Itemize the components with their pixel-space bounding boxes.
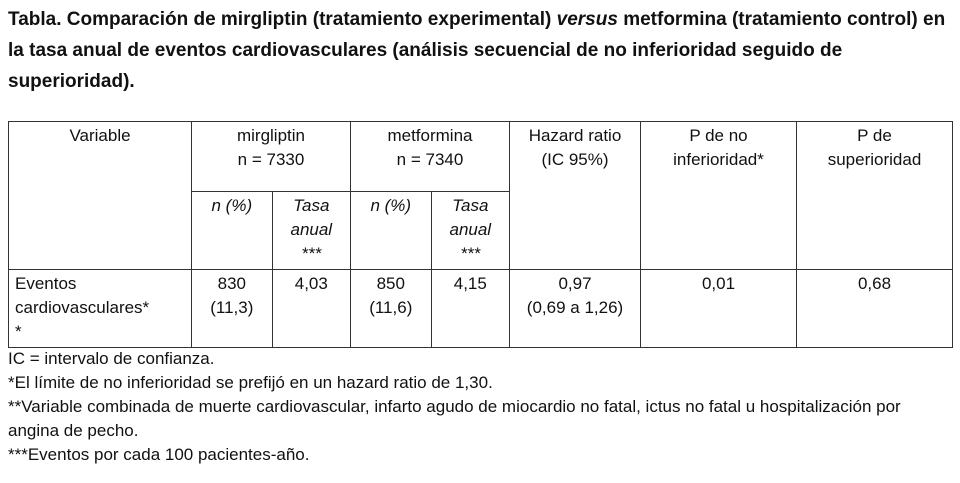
header-p-no-inferioridad-line1: P de no: [689, 126, 748, 145]
title-part-3: metformina (tratamiento control) en la t…: [8, 9, 946, 92]
cell-hazard-ratio-value: 0,97: [558, 274, 592, 293]
cell-metformina-n-value: 850: [376, 274, 405, 293]
cell-variable-line2: cardiovasculares*: [15, 298, 150, 317]
header-p-superioridad-line1: P de: [857, 126, 892, 145]
cell-hazard-ratio-ci: (0,69 a 1,26): [526, 298, 624, 317]
subheader-metformina-n: n (%): [349, 191, 432, 270]
header-p-no-inferioridad-line2: inferioridad*: [673, 150, 764, 169]
header-mirgliptin-n: n = 7330: [237, 150, 305, 169]
subheader-metformina-tasa: Tasa anual ***: [430, 191, 511, 270]
header-metformina-name: metformina: [387, 126, 473, 145]
cell-variable: Eventos cardiovasculares* *: [8, 269, 192, 348]
header-hazard-ratio-line1: Hazard ratio: [528, 126, 622, 145]
table-title: Tabla. Comparación de mirgliptin (tratam…: [8, 4, 953, 97]
header-hazard-ratio-line2: (IC 95%): [541, 150, 609, 169]
subheader-tasa-line1: Tasa: [452, 196, 489, 215]
title-versus: versus: [556, 9, 618, 30]
header-p-superioridad-line2: superioridad: [827, 150, 922, 169]
cell-p-superioridad: 0,68: [796, 269, 953, 348]
header-row: Variable mirgliptin n = 7330 metformina …: [8, 121, 953, 270]
header-metformina: metformina n = 7340: [349, 121, 511, 192]
cell-variable-line3: *: [15, 322, 22, 341]
subheader-row: n (%) Tasa anual *** n (%) Tasa anual **…: [9, 191, 953, 270]
subheader-tasa-line2: anual: [449, 220, 492, 239]
header-metformina-n: n = 7340: [396, 150, 464, 169]
cell-variable-line1: Eventos: [15, 274, 77, 293]
cell-metformina-n-percent: (11,6): [369, 298, 413, 317]
table-row: Eventos cardiovasculares* * 830 (11,3) 4…: [8, 269, 953, 348]
cell-mirgliptin-n-percent: (11,3): [210, 298, 254, 317]
header-p-superioridad: P de superioridad: [796, 121, 953, 270]
header-variable: Variable: [8, 121, 192, 270]
title-part-1: Tabla. Comparación de mirgliptin (tratam…: [8, 9, 557, 30]
cell-p-no-inferioridad: 0,01: [640, 269, 797, 348]
subheader-tasa-line2: anual: [290, 220, 333, 239]
subheader-tasa-line3: ***: [460, 244, 481, 263]
header-mirgliptin: mirgliptin n = 7330: [191, 121, 351, 192]
cell-mirgliptin-tasa: 4,03: [271, 269, 351, 348]
cell-hazard-ratio: 0,97 (0,69 a 1,26): [509, 269, 641, 348]
subheader-tasa-line3: ***: [301, 244, 322, 263]
header-mirgliptin-name: mirgliptin: [236, 126, 305, 145]
subheader-mirgliptin-tasa: Tasa anual ***: [271, 191, 351, 270]
results-table: Variable mirgliptin n = 7330 metformina …: [8, 121, 953, 348]
subheader-tasa-line1: Tasa: [293, 196, 330, 215]
cell-metformina-tasa: 4,15: [430, 269, 511, 348]
footnotes: IC = intervalo de confianza. *El límite …: [8, 347, 953, 467]
subheader-mirgliptin-n: n (%): [191, 191, 273, 270]
footnote-variable-combinada: **Variable combinada de muerte cardiovas…: [8, 397, 901, 440]
cell-mirgliptin-n: 830 (11,3): [191, 269, 273, 348]
cell-mirgliptin-n-value: 830: [217, 274, 246, 293]
footnote-eventos: ***Eventos por cada 100 pacientes-año.: [8, 445, 310, 464]
header-p-no-inferioridad: P de no inferioridad*: [640, 121, 797, 270]
header-hazard-ratio: Hazard ratio (IC 95%): [509, 121, 641, 270]
footnote-ic: IC = intervalo de confianza.: [8, 349, 215, 368]
footnote-no-inferioridad: *El límite de no inferioridad se prefijó…: [8, 373, 493, 392]
cell-metformina-n: 850 (11,6): [349, 269, 432, 348]
